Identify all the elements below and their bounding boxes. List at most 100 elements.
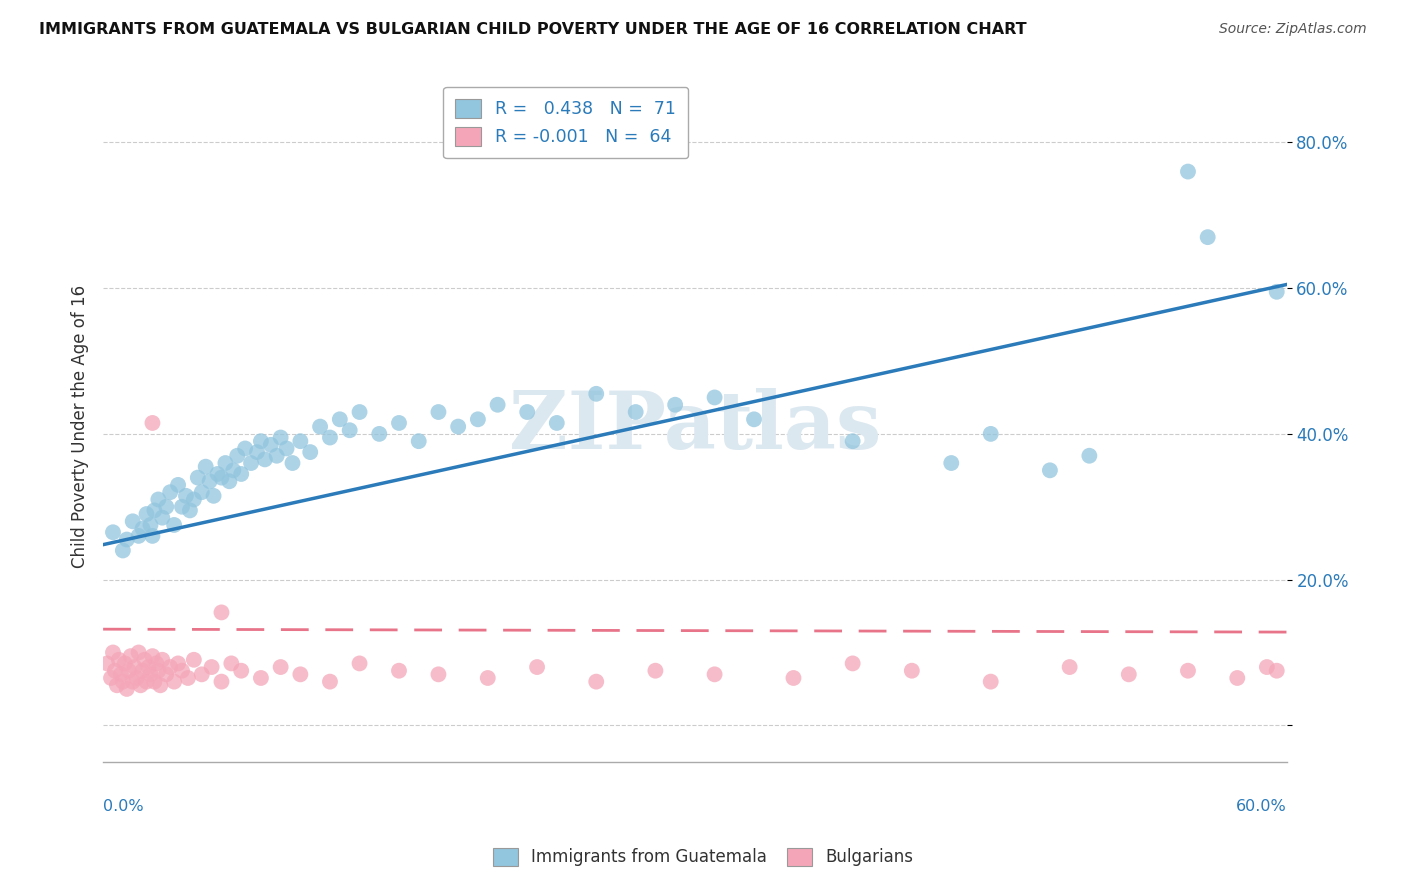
Point bbox=[174, 489, 197, 503]
Point bbox=[1177, 664, 1199, 678]
Point bbox=[111, 543, 134, 558]
Point bbox=[211, 606, 233, 620]
Point bbox=[319, 431, 342, 445]
Point bbox=[319, 674, 342, 689]
Point bbox=[179, 503, 201, 517]
Point bbox=[266, 449, 288, 463]
Text: 0.0%: 0.0% bbox=[103, 798, 143, 814]
Point bbox=[139, 518, 162, 533]
Point bbox=[467, 412, 489, 426]
Point bbox=[664, 398, 686, 412]
Point bbox=[299, 445, 322, 459]
Point bbox=[388, 416, 411, 430]
Point bbox=[150, 510, 173, 524]
Point bbox=[290, 434, 312, 449]
Point bbox=[211, 470, 233, 484]
Point bbox=[526, 660, 548, 674]
Point bbox=[190, 485, 212, 500]
Point bbox=[134, 653, 156, 667]
Point bbox=[115, 533, 138, 547]
Point bbox=[115, 681, 138, 696]
Point bbox=[782, 671, 804, 685]
Point bbox=[214, 456, 236, 470]
Point bbox=[980, 674, 1002, 689]
Point bbox=[155, 667, 177, 681]
Point bbox=[980, 426, 1002, 441]
Text: IMMIGRANTS FROM GUATEMALA VS BULGARIAN CHILD POVERTY UNDER THE AGE OF 16 CORRELA: IMMIGRANTS FROM GUATEMALA VS BULGARIAN C… bbox=[39, 22, 1026, 37]
Point bbox=[546, 416, 568, 430]
Point bbox=[253, 452, 276, 467]
Point bbox=[124, 660, 146, 674]
Legend: R =   0.438   N =  71, R = -0.001   N =  64: R = 0.438 N = 71, R = -0.001 N = 64 bbox=[443, 87, 689, 158]
Point bbox=[270, 660, 292, 674]
Point bbox=[167, 657, 190, 671]
Point bbox=[1256, 660, 1278, 674]
Point bbox=[183, 653, 205, 667]
Point bbox=[250, 671, 273, 685]
Point bbox=[118, 664, 141, 678]
Point bbox=[150, 653, 173, 667]
Point bbox=[260, 438, 283, 452]
Point bbox=[1177, 164, 1199, 178]
Text: Source: ZipAtlas.com: Source: ZipAtlas.com bbox=[1219, 22, 1367, 37]
Point bbox=[447, 419, 470, 434]
Point bbox=[1265, 285, 1288, 299]
Text: 60.0%: 60.0% bbox=[1236, 798, 1286, 814]
Point bbox=[121, 514, 143, 528]
Point bbox=[101, 525, 124, 540]
Point bbox=[368, 426, 391, 441]
Point bbox=[901, 664, 924, 678]
Point bbox=[141, 529, 163, 543]
Point bbox=[145, 657, 167, 671]
Point bbox=[143, 674, 166, 689]
Point bbox=[226, 449, 249, 463]
Point bbox=[703, 391, 725, 405]
Point bbox=[233, 442, 256, 456]
Point bbox=[516, 405, 538, 419]
Point bbox=[841, 657, 863, 671]
Point bbox=[105, 678, 128, 692]
Point bbox=[104, 664, 127, 678]
Point bbox=[841, 434, 863, 449]
Point bbox=[131, 664, 153, 678]
Point bbox=[148, 492, 170, 507]
Point bbox=[349, 405, 371, 419]
Point bbox=[427, 667, 450, 681]
Point bbox=[139, 667, 162, 681]
Point bbox=[207, 467, 229, 481]
Point bbox=[270, 431, 292, 445]
Point bbox=[125, 671, 148, 685]
Point bbox=[1059, 660, 1081, 674]
Point bbox=[329, 412, 352, 426]
Point bbox=[477, 671, 499, 685]
Point bbox=[1197, 230, 1219, 244]
Point bbox=[114, 657, 136, 671]
Point bbox=[128, 529, 150, 543]
Point bbox=[408, 434, 430, 449]
Point bbox=[138, 660, 160, 674]
Point bbox=[198, 475, 221, 489]
Point bbox=[211, 674, 233, 689]
Point bbox=[155, 500, 177, 514]
Point bbox=[170, 500, 193, 514]
Point bbox=[1118, 667, 1140, 681]
Point bbox=[110, 667, 132, 681]
Point bbox=[149, 678, 172, 692]
Point bbox=[120, 649, 142, 664]
Point bbox=[131, 522, 153, 536]
Point bbox=[183, 492, 205, 507]
Point bbox=[1265, 664, 1288, 678]
Point bbox=[624, 405, 647, 419]
Point bbox=[128, 645, 150, 659]
Point bbox=[290, 667, 312, 681]
Point bbox=[1039, 463, 1062, 477]
Point bbox=[218, 475, 240, 489]
Point bbox=[100, 671, 122, 685]
Point bbox=[309, 419, 332, 434]
Point bbox=[644, 664, 666, 678]
Point bbox=[141, 416, 163, 430]
Point bbox=[135, 674, 157, 689]
Point bbox=[143, 503, 166, 517]
Point bbox=[194, 459, 217, 474]
Point bbox=[941, 456, 963, 470]
